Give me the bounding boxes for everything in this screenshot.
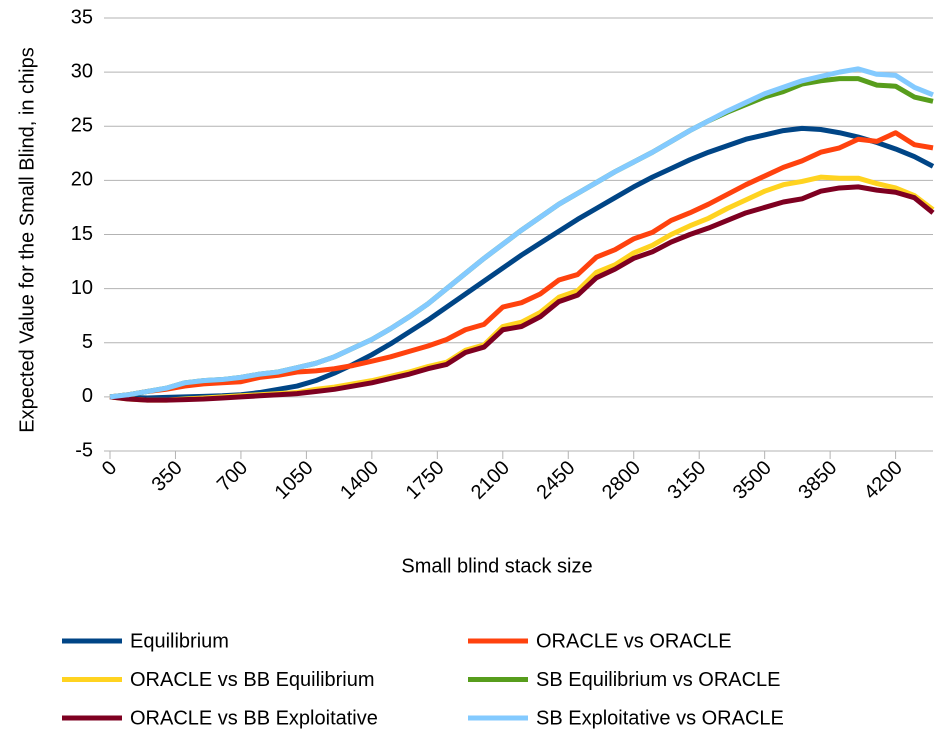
y-tick-label: 20 — [71, 169, 93, 191]
y-tick-label: 5 — [82, 331, 93, 353]
legend-label: Equilibrium — [130, 630, 229, 652]
y-tick-label: 15 — [71, 223, 93, 245]
y-axis-label: Expected Value for the Small Blind, in c… — [16, 47, 38, 432]
x-axis-label: Small blind stack size — [401, 555, 592, 577]
y-tick-label: 0 — [82, 385, 93, 407]
series-line — [109, 66, 934, 400]
legend-label: ORACLE vs BB Exploitative — [130, 707, 378, 729]
x-tick-label: 2450 — [533, 457, 580, 504]
x-tick-label: 2100 — [467, 457, 514, 504]
legend-label: SB Exploitative vs ORACLE — [536, 707, 784, 729]
series-line — [109, 130, 934, 400]
x-tick-label: 3500 — [729, 457, 776, 504]
y-tick-label: 30 — [71, 60, 93, 82]
x-tick-label: 0 — [98, 457, 121, 480]
y-tick-label: 35 — [71, 6, 93, 28]
legend-label: ORACLE vs ORACLE — [536, 630, 732, 652]
x-tick-label: 3150 — [663, 457, 710, 504]
y-tick-label: -5 — [75, 439, 93, 461]
x-tick-label: 3850 — [794, 457, 841, 504]
x-tick-label: 4200 — [860, 457, 907, 504]
legend-label: SB Equilibrium vs ORACLE — [536, 669, 781, 691]
x-tick-label: 1750 — [402, 457, 449, 504]
series-line — [109, 184, 935, 403]
legend-label: ORACLE vs BB Equilibrium — [130, 669, 375, 691]
y-tick-label: 25 — [71, 115, 93, 137]
x-tick-label: 350 — [148, 457, 187, 496]
x-tick-label: 700 — [213, 457, 252, 496]
x-tick-label: 2800 — [598, 457, 645, 504]
series-line — [109, 125, 935, 401]
x-tick-label: 1400 — [336, 457, 383, 504]
x-tick-label: 1050 — [271, 457, 318, 504]
y-tick-label: 10 — [71, 277, 93, 299]
